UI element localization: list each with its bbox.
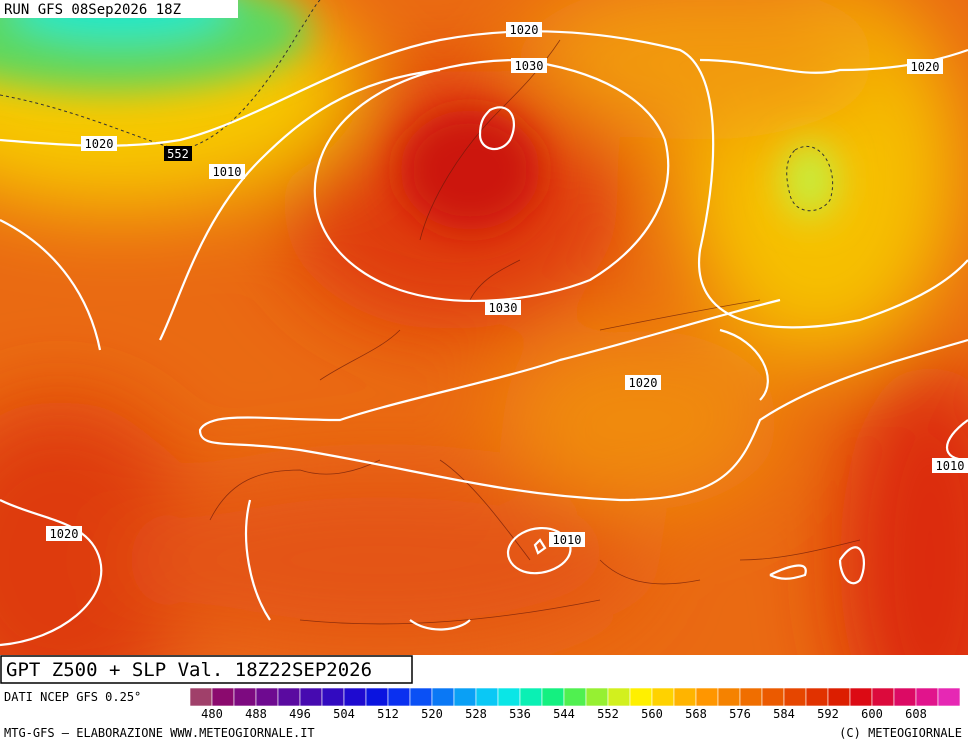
- credit: MTG-GFS — ELABORAZIONE WWW.METEOGIORNALE…: [4, 726, 315, 740]
- isobars: [0, 30, 968, 647]
- colorbar-swatch: [849, 687, 873, 707]
- colorbar-swatch: [937, 687, 961, 707]
- isobar-label-box: [209, 164, 245, 179]
- isobar-label-box: [907, 59, 943, 74]
- colorbar-swatch: [893, 687, 917, 707]
- colorbar-swatch: [365, 687, 389, 707]
- colorbar-swatch: [233, 687, 257, 707]
- isobar-label: 1020: [85, 137, 114, 151]
- isobar-label: 1030: [489, 301, 518, 315]
- isobar-label-box: [46, 526, 82, 541]
- isobar-label: 1020: [510, 23, 539, 37]
- colorbar-swatch: [211, 687, 235, 707]
- colorbar-swatch: [827, 687, 851, 707]
- isobar-label-box: [511, 58, 547, 73]
- colorbar-swatch: [695, 687, 719, 707]
- colorbar-label: 528: [465, 707, 487, 721]
- isobar-label-box: [625, 375, 661, 390]
- source-label: DATI NCEP GFS 0.25°: [4, 690, 141, 704]
- colorbar-swatch: [255, 687, 279, 707]
- height-label: 552: [167, 147, 189, 161]
- run-label: RUN GFS 08Sep2026 18Z: [4, 2, 181, 18]
- colorbar-label: 520: [421, 707, 443, 721]
- isobar-label: 1020: [50, 527, 79, 541]
- colorbar-swatch: [497, 687, 521, 707]
- colorbar-swatch: [717, 687, 741, 707]
- colorbar-swatch: [629, 687, 653, 707]
- colorbar-label: 600: [861, 707, 883, 721]
- isobar-labels: 1020 1030 1020 1020 1010 1030 1020 1010 1020 1010…: [46, 22, 968, 547]
- colorbar-label: 496: [289, 707, 311, 721]
- isobar-label-box: [506, 22, 542, 37]
- colorbar-label: 592: [817, 707, 839, 721]
- isobar-label: 1030: [515, 59, 544, 73]
- colorbar-label: 504: [333, 707, 355, 721]
- colorbar-swatch: [739, 687, 763, 707]
- colorbar-label: 560: [641, 707, 663, 721]
- colorbar-swatch: [915, 687, 939, 707]
- colorbar-label: 576: [729, 707, 751, 721]
- colorbar-label: 568: [685, 707, 707, 721]
- isobar-label-box: [932, 458, 968, 473]
- colorbar-swatch: [299, 687, 323, 707]
- colorbar-swatch: [651, 687, 675, 707]
- colorbar-swatch: [453, 687, 477, 707]
- isobar-label: 1020: [911, 60, 940, 74]
- colorbar-swatch: [343, 687, 367, 707]
- colorbar-label: 536: [509, 707, 531, 721]
- colorbar-label: 488: [245, 707, 267, 721]
- colorbar-swatch: [783, 687, 807, 707]
- isobar-label: 1010: [936, 459, 965, 473]
- colorbar-swatch: [761, 687, 785, 707]
- colorbar: 480 488 496 504 512 520 528 536 544 552 560 568 576 5…: [189, 687, 961, 721]
- colorbar-swatch: [519, 687, 543, 707]
- contour-552: [0, 0, 321, 151]
- colorbar-swatch: [277, 687, 301, 707]
- colorbar-label: 512: [377, 707, 399, 721]
- colorbar-swatch: [607, 687, 631, 707]
- colorbar-swatch: [387, 687, 411, 707]
- colorbar-swatch: [585, 687, 609, 707]
- colorbar-swatch: [541, 687, 565, 707]
- copyright: (C) METEOGIORNALE: [839, 726, 962, 740]
- colorbar-swatch: [409, 687, 433, 707]
- colorbar-swatch: [673, 687, 697, 707]
- colorbar-swatch: [805, 687, 829, 707]
- height-label-box: [164, 146, 192, 161]
- coastlines: [209, 39, 861, 625]
- isobar-label: 1010: [213, 165, 242, 179]
- isobar-label-box: [549, 532, 585, 547]
- isobar-label: 1010: [553, 533, 582, 547]
- colorbar-swatch: [563, 687, 587, 707]
- isobar-label: 1020: [629, 376, 658, 390]
- colorbar-label: 584: [773, 707, 795, 721]
- colorbar-label: 544: [553, 707, 575, 721]
- title-box: [0, 655, 413, 684]
- colorbar-swatch: [871, 687, 895, 707]
- isobar-label-box: [485, 300, 521, 315]
- colorbar-label: 552: [597, 707, 619, 721]
- colorbar-label: 608: [905, 707, 927, 721]
- colorbar-label: 480: [201, 707, 223, 721]
- colorbar-swatch: [431, 687, 455, 707]
- colorbar-swatch: [321, 687, 345, 707]
- isobar-label-box: [81, 136, 117, 151]
- colorbar-swatch: [475, 687, 499, 707]
- run-box: [0, 0, 238, 18]
- map-title: GPT Z500 + SLP Val. 18Z22SEP2026: [6, 659, 372, 681]
- colorbar-swatch: [189, 687, 213, 707]
